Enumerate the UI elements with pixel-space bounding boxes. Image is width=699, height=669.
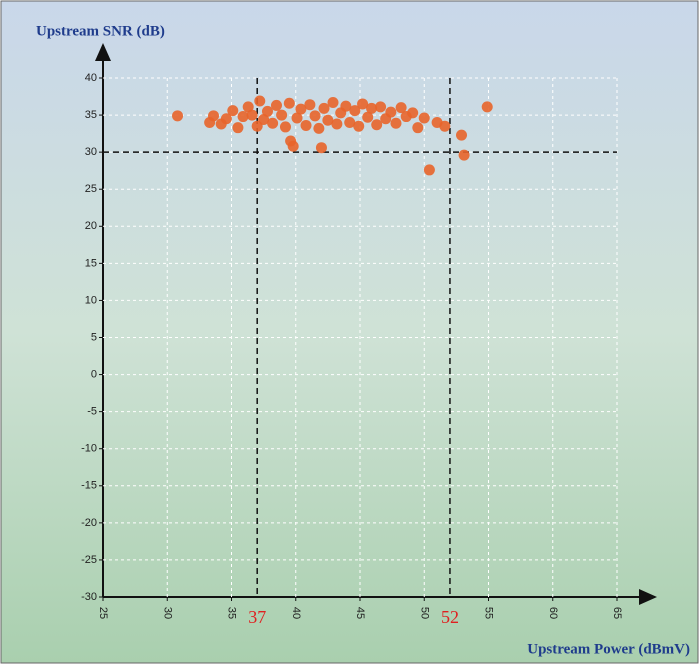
point <box>331 118 343 130</box>
point <box>371 119 383 131</box>
x-tick-label: 55 <box>483 607 495 619</box>
point <box>318 102 330 114</box>
reference-label: 52 <box>441 607 459 627</box>
y-tick-label: -25 <box>81 554 97 566</box>
point <box>385 106 397 118</box>
y-tick-label: -20 <box>81 517 97 529</box>
point <box>366 102 378 114</box>
point <box>242 101 254 113</box>
point <box>390 117 402 129</box>
point <box>395 102 407 114</box>
point <box>344 116 356 128</box>
y-tick-label: 30 <box>85 146 97 158</box>
x-tick-label: 25 <box>97 607 109 619</box>
reference-label: 37 <box>248 607 266 627</box>
point <box>300 119 312 131</box>
point <box>276 109 288 121</box>
point <box>423 164 435 176</box>
point <box>407 107 419 119</box>
y-tick-label: 40 <box>85 72 97 84</box>
x-tick-label: 60 <box>547 607 559 619</box>
y-tick-label: 20 <box>85 220 97 232</box>
y-tick-label: 15 <box>85 257 97 269</box>
point <box>375 101 387 113</box>
point <box>458 149 470 161</box>
point <box>267 117 279 129</box>
y-tick-label: -5 <box>87 406 97 418</box>
y-tick-label: -30 <box>81 591 97 603</box>
point <box>456 129 468 141</box>
y-tick-label: 5 <box>91 331 97 343</box>
point <box>283 97 295 109</box>
point <box>327 96 339 108</box>
point <box>208 110 220 122</box>
y-tick-label: 35 <box>85 109 97 121</box>
point <box>261 105 273 117</box>
y-tick-label: -10 <box>81 443 97 455</box>
point <box>322 114 334 126</box>
point <box>309 110 321 122</box>
point <box>353 120 365 132</box>
y-tick-label: 25 <box>85 183 97 195</box>
x-tick-label: 40 <box>290 607 302 619</box>
y-tick-label: 0 <box>91 368 97 380</box>
point <box>313 122 325 134</box>
point <box>357 98 369 110</box>
point <box>315 142 327 154</box>
point <box>279 121 291 133</box>
x-tick-label: 35 <box>226 607 238 619</box>
point <box>362 111 374 123</box>
y-tick-label: -15 <box>81 480 97 492</box>
point <box>172 110 184 122</box>
point <box>227 105 239 117</box>
point <box>291 112 303 124</box>
point <box>220 113 232 125</box>
point <box>439 120 451 132</box>
y-tick-label: 10 <box>85 294 97 306</box>
point <box>232 122 244 134</box>
x-tick-label: 50 <box>418 607 430 619</box>
point <box>237 111 249 123</box>
point <box>481 101 493 113</box>
point <box>246 109 258 121</box>
x-tick-label: 30 <box>161 607 173 619</box>
point <box>270 99 282 111</box>
point <box>412 122 424 134</box>
point <box>349 105 361 117</box>
y-axis-title: Upstream SNR (dB) <box>36 23 165 39</box>
x-tick-label: 45 <box>354 607 366 619</box>
point <box>340 100 352 112</box>
point <box>295 103 307 115</box>
point <box>304 99 316 111</box>
x-axis-title: Upstream Power (dBmV) <box>527 641 690 657</box>
point <box>254 95 266 107</box>
x-tick-label: 65 <box>611 607 623 619</box>
point <box>258 114 270 126</box>
point <box>418 112 430 124</box>
point <box>287 140 299 152</box>
